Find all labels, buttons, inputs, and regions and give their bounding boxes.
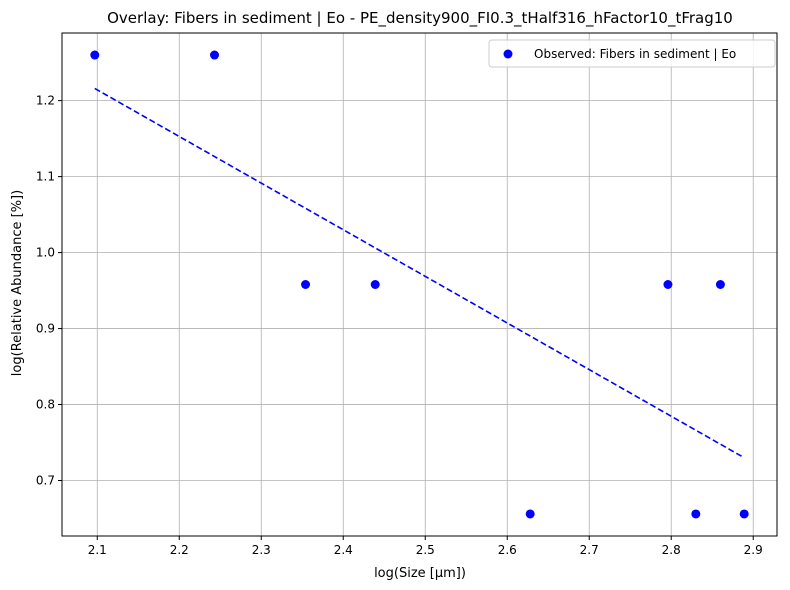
chart-title: Overlay: Fibers in sediment | Eo - PE_de…: [107, 9, 733, 28]
x-tick-label: 2.9: [744, 543, 763, 557]
y-axis-ticks: 0.7 0.8 0.9 1.0 1.1 1.2: [36, 94, 62, 488]
x-tick-label: 2.5: [416, 543, 435, 557]
x-axis-ticks: 2.1 2.2 2.3 2.4 2.5 2.6 2.7 2.8 2.9: [88, 536, 763, 557]
x-tick-label: 2.7: [580, 543, 599, 557]
data-point: [715, 280, 725, 289]
data-point: [370, 280, 380, 289]
data-point: [739, 509, 749, 519]
x-tick-label: 2.2: [170, 543, 189, 557]
y-tick-label: 1.0: [36, 246, 55, 260]
x-tick-label: 2.1: [88, 543, 107, 557]
data-point: [210, 50, 220, 60]
data-point: [90, 50, 100, 60]
legend-box: [488, 39, 776, 68]
y-tick-label: 1.2: [36, 94, 55, 108]
legend-entry-observed: Observed: Fibers in sediment | Eo: [534, 47, 736, 61]
data-point: [663, 280, 673, 289]
x-tick-label: 2.4: [334, 543, 353, 557]
grid-lines: [62, 33, 777, 536]
y-tick-label: 1.1: [36, 170, 55, 184]
x-tick-label: 2.6: [498, 543, 517, 557]
data-point: [301, 280, 311, 289]
data-point: [525, 509, 535, 519]
x-tick-label: 2.8: [662, 543, 681, 557]
fit-line: [94, 87, 745, 459]
x-axis-label: log(Size [µm]): [374, 566, 466, 581]
plot-marks: [90, 50, 749, 519]
y-tick-label: 0.7: [36, 474, 55, 488]
y-tick-label: 0.8: [36, 398, 55, 412]
plot-frame: [61, 32, 778, 537]
x-tick-label: 2.3: [252, 543, 271, 557]
y-axis-label: log(Relative Abundance [%]): [10, 190, 25, 376]
y-tick-label: 0.9: [36, 322, 55, 336]
legend: Observed: Fibers in sediment | Eo: [488, 39, 776, 68]
legend-marker: [503, 49, 513, 59]
data-point: [691, 509, 701, 519]
